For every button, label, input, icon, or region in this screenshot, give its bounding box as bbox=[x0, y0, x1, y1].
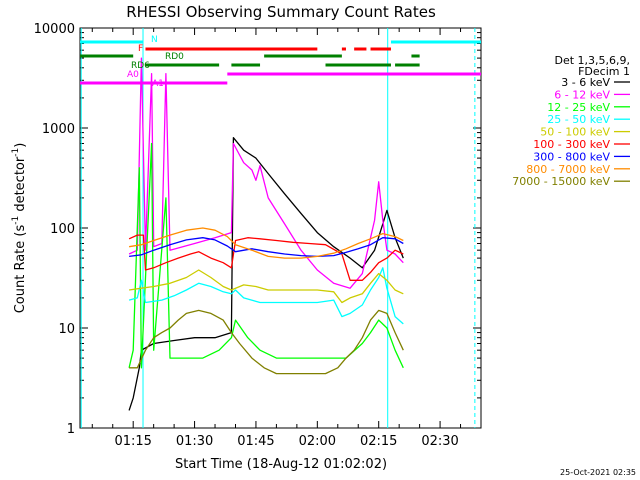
y-tick-label: 10 bbox=[58, 322, 75, 337]
y-tick-label: 10000 bbox=[34, 22, 75, 37]
legend-entry: 800 - 7000 keV bbox=[526, 163, 610, 176]
y-axis-label-mid: detector bbox=[13, 156, 28, 216]
y-tick-label: 1 bbox=[67, 422, 75, 437]
flag-label: F bbox=[138, 44, 143, 54]
timestamp-label: 25-Oct-2021 02:35 bbox=[560, 468, 636, 477]
series-line-6 bbox=[128, 234, 404, 281]
x-tick-label: 02:00 bbox=[299, 434, 336, 449]
y-axis-label-exp2: -1 bbox=[11, 148, 21, 157]
y-axis-label-exp1: -1 bbox=[11, 216, 21, 225]
y-axis-label-main: Count Rate (s bbox=[13, 225, 28, 314]
series-line-5 bbox=[129, 269, 404, 304]
legend-entry: 50 - 100 keV bbox=[540, 126, 610, 139]
x-tick-label: 01:30 bbox=[176, 434, 213, 449]
series-line-4 bbox=[128, 267, 404, 325]
x-tick-label: 01:45 bbox=[237, 434, 274, 449]
legend-entry: 7000 - 15000 keV bbox=[512, 175, 610, 188]
flag-label: N bbox=[151, 35, 158, 45]
legend-entry: 6 - 12 keV bbox=[554, 88, 610, 101]
legend-entry: 300 - 800 keV bbox=[533, 150, 610, 163]
series-line-2 bbox=[128, 57, 404, 289]
series-line-8 bbox=[128, 227, 404, 259]
y-tick-label: 1000 bbox=[42, 122, 75, 137]
x-axis-label: Start Time (18-Aug-12 01:02:02) bbox=[175, 457, 387, 472]
legend-entry: 100 - 300 keV bbox=[533, 138, 610, 151]
svg-text:Count Rate (s-1 detector-1): Count Rate (s-1 detector-1) bbox=[11, 143, 28, 314]
x-tick-label: 01:15 bbox=[114, 434, 151, 449]
y-axis-label-end: ) bbox=[13, 143, 28, 148]
x-tick-label: 02:15 bbox=[360, 434, 397, 449]
legend-header: FDecim 1 bbox=[578, 65, 630, 78]
y-axis-label: Count Rate (s-1 detector-1) bbox=[11, 143, 28, 314]
flag-label: A1 bbox=[152, 79, 164, 89]
flag-label: RD6 bbox=[131, 61, 150, 71]
legend-header: Det 1,3,5,6,9, bbox=[554, 54, 630, 67]
series-line-3 bbox=[128, 142, 404, 369]
series-line-7 bbox=[129, 237, 404, 258]
y-tick-label: 100 bbox=[50, 222, 75, 237]
axis-ticks: 01:15 01:30 01:45 02:00 02:15 02:30 1 10 100 1000… bbox=[34, 22, 482, 449]
legend-entry: 3 - 6 keV bbox=[561, 76, 610, 89]
flag-label: RD0 bbox=[165, 52, 184, 62]
series-line-9 bbox=[129, 309, 404, 375]
series-line-1 bbox=[128, 137, 404, 411]
series-layer bbox=[80, 28, 476, 428]
x-tick-label: 02:30 bbox=[421, 434, 458, 449]
legend-entry: 12 - 25 keV bbox=[547, 101, 610, 114]
legend-entry: 25 - 50 keV bbox=[547, 113, 610, 126]
chart-title: RHESSI Observing Summary Count Rates bbox=[126, 3, 436, 21]
flag-label: A0 bbox=[127, 70, 139, 80]
